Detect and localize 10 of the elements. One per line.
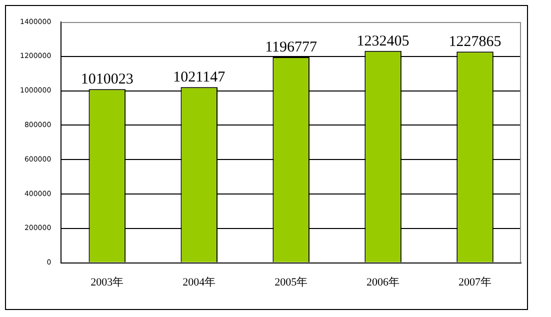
data-label: 1021147	[173, 70, 226, 86]
x-tick-label: 2006年	[366, 276, 400, 288]
x-tick-label: 2007年	[458, 276, 492, 288]
x-tick-label: 2005年	[274, 276, 308, 288]
data-label: 1196777	[265, 39, 318, 56]
x-tick-label: 2004年	[182, 276, 216, 288]
x-tick-label: 2003年	[90, 276, 124, 288]
data-label: 1227865	[448, 34, 502, 50]
data-label: 1010023	[80, 72, 134, 88]
data-label: 1232405	[356, 33, 410, 50]
